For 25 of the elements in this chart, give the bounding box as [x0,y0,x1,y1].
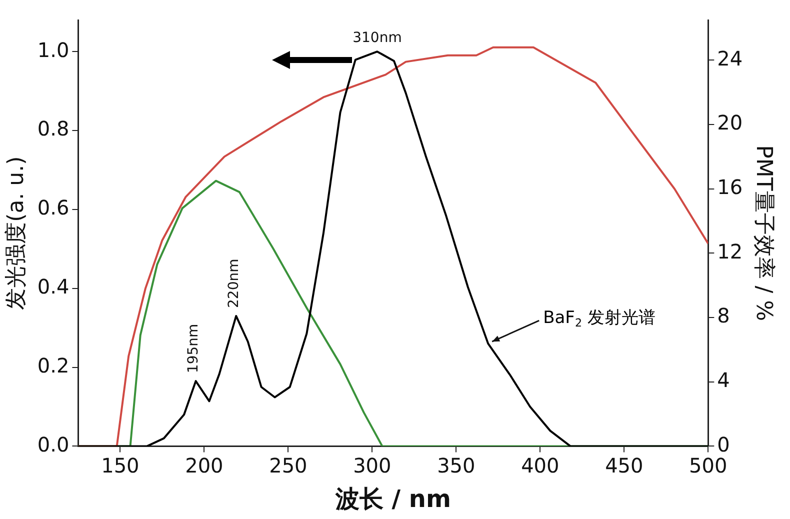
y-tick-label: 1.0 [37,38,70,62]
x-tick-label: 150 [101,453,140,478]
y2-axis-title: PMT量子效率 / % [751,145,776,322]
annotation: 310nm [352,30,402,46]
x-tick-label: 350 [437,453,476,478]
x-tick-label: 250 [269,453,308,478]
x-tick-label: 400 [521,453,560,478]
y2-tick-label: 16 [717,175,743,200]
y-tick-label: 0.8 [37,116,70,141]
y2-tick-label: 12 [717,239,743,264]
x-tick-label: 200 [185,453,224,478]
y2-tick-label: 20 [717,110,743,135]
y-tick-label: 0.6 [37,196,70,220]
y-tick-label: 0.2 [37,353,70,378]
y2-tick-label: 4 [717,368,730,392]
x-tick-label: 300 [353,453,392,478]
y-axis-title: 发光强度(a. u.) [4,156,29,310]
annotation: 195nm [185,324,202,374]
y2-tick-label: 8 [717,304,730,328]
y-tick-label: 0.4 [37,274,70,299]
x-axis-title: 波长 / nm [334,484,451,513]
y2-tick-label: 24 [717,46,743,70]
x-tick-label: 450 [605,453,644,478]
y-tick-label: 0.0 [37,432,70,456]
annotation: 220nm [226,258,242,308]
